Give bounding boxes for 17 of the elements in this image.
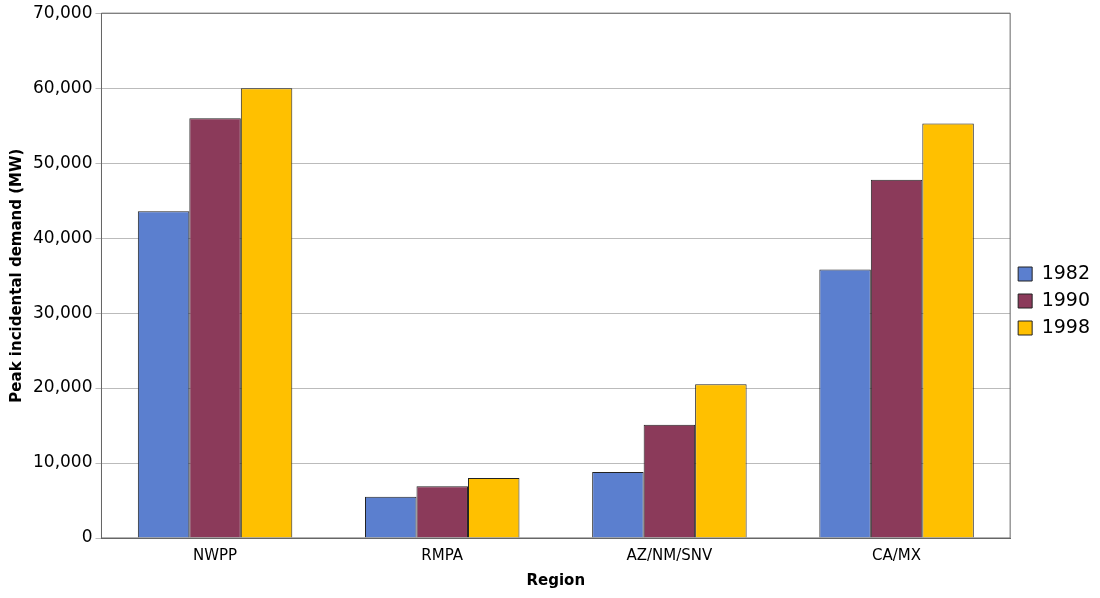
y-axis-title: Peak incidental demand (MW) [6, 148, 25, 403]
x-tick-label: AZ/NM/SNV [626, 545, 714, 564]
y-tick-label: 60,000 [33, 76, 93, 97]
y-tick-label: 20,000 [33, 376, 93, 397]
x-tick-label: CA/MX [872, 545, 922, 564]
x-tick-label: NWPP [192, 545, 238, 564]
y-tick-label: 30,000 [33, 301, 93, 322]
legend-label: 1982 [1041, 260, 1091, 283]
x-axis-title: Region [526, 570, 586, 589]
y-tick-label: 40,000 [33, 226, 93, 247]
y-tick-label: 0 [81, 526, 93, 547]
y-tick-label: 50,000 [33, 151, 93, 172]
x-tick-label: RMPA [421, 545, 464, 564]
legend-label: 1990 [1041, 287, 1091, 310]
y-tick-label: 10,000 [33, 451, 93, 472]
legend-label: 1998 [1041, 314, 1091, 337]
y-tick-label: 70,000 [33, 1, 93, 22]
